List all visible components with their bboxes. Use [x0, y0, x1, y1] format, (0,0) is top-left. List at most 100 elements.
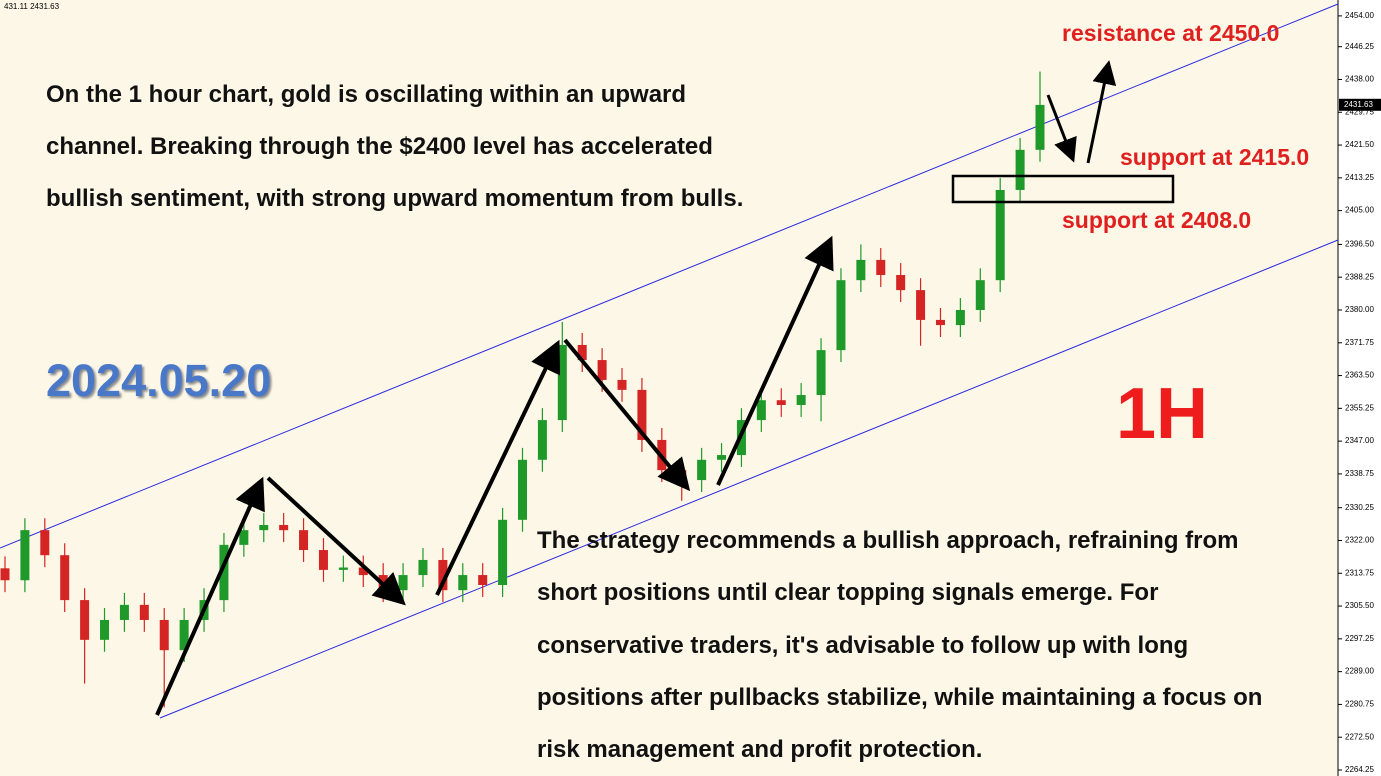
strategy-line: conservative traders, it's advisable to … — [537, 632, 1188, 659]
support-label: support at 2408.0 — [1062, 207, 1251, 233]
intro-line: bullish sentiment, with strong upward mo… — [46, 185, 743, 212]
date-label: 2024.05.20 — [46, 355, 271, 406]
candle-body — [338, 567, 348, 570]
y-tick-label: 2280.75 — [1345, 700, 1374, 709]
y-tick-label: 2380.00 — [1345, 305, 1374, 314]
candle-body — [1015, 149, 1025, 190]
y-tick-label: 2429.75 — [1345, 107, 1374, 116]
candle-body — [776, 400, 786, 405]
candle-body — [159, 619, 169, 651]
candle-body — [358, 567, 368, 576]
candle-body — [119, 604, 129, 620]
y-tick-label: 2289.00 — [1345, 667, 1374, 676]
y-tick-label: 2405.00 — [1345, 206, 1374, 215]
candle-body — [139, 604, 149, 620]
y-tick-label: 2388.25 — [1345, 272, 1374, 281]
y-tick-label: 2371.75 — [1345, 338, 1374, 347]
candle-body — [60, 555, 70, 601]
y-tick-label: 2272.50 — [1345, 732, 1374, 741]
candle-body — [40, 530, 50, 556]
candle-body — [637, 389, 647, 440]
candle-body — [557, 344, 567, 421]
y-tick-label: 2454.00 — [1345, 11, 1374, 20]
candle-body — [80, 600, 90, 640]
candle-body — [299, 530, 309, 551]
candle-body — [219, 544, 229, 601]
intro-line: channel. Breaking through the $2400 leve… — [46, 133, 713, 160]
candle-body — [458, 575, 468, 591]
timeframe-label: 1H — [1116, 374, 1208, 454]
candle-body — [498, 519, 508, 586]
candle-body — [975, 280, 985, 310]
last-price-label: 2431.63 — [1344, 100, 1373, 109]
candle-body — [438, 559, 448, 591]
y-tick-label: 2413.25 — [1345, 173, 1374, 182]
y-tick-label: 2355.25 — [1345, 403, 1374, 412]
y-tick-label: 2297.25 — [1345, 634, 1374, 643]
y-tick-label: 2330.25 — [1345, 503, 1374, 512]
arrow — [1086, 60, 1117, 164]
candle-body — [577, 344, 587, 361]
candle-body — [0, 568, 10, 581]
resistance-label: resistance at 2450.0 — [1062, 20, 1279, 46]
channel-lower — [159, 239, 1339, 719]
strategy-line: short positions until clear topping sign… — [537, 579, 1158, 606]
candle-body — [518, 459, 527, 520]
candle-body — [935, 319, 945, 326]
arrow — [266, 476, 406, 606]
candle-body — [418, 559, 428, 576]
support-zone — [951, 174, 1175, 204]
candle-body — [955, 309, 965, 326]
strategy-line: positions after pullbacks stabilize, whi… — [537, 684, 1262, 711]
candle-body — [20, 530, 30, 581]
y-tick-label: 2347.00 — [1345, 436, 1374, 445]
candle-body — [239, 530, 249, 545]
y-tick-label: 2338.75 — [1345, 469, 1374, 478]
candle-body — [537, 420, 547, 460]
y-tick-label: 2438.00 — [1345, 75, 1374, 84]
y-tick-label: 2446.25 — [1345, 42, 1374, 51]
arrow — [716, 235, 834, 486]
arrow — [1046, 94, 1077, 163]
arrows — [155, 60, 1117, 716]
candle-body — [816, 350, 826, 396]
plot-background — [0, 0, 1338, 776]
arrow — [155, 476, 265, 716]
y-tick-label: 2264.25 — [1345, 765, 1374, 774]
candle-body — [697, 459, 707, 481]
candle-body — [836, 280, 846, 351]
candle-body — [856, 259, 866, 281]
support-label: support at 2415.0 — [1120, 144, 1309, 170]
candle-body — [259, 524, 269, 531]
intro-line: On the 1 hour chart, gold is oscillating… — [46, 81, 686, 108]
last-price-box — [1339, 98, 1381, 111]
channel-upper — [0, 3, 1339, 549]
candle-body — [916, 290, 926, 320]
candle-body — [717, 455, 727, 460]
arrow — [563, 338, 691, 492]
info-text: 431.11 2431.63 — [4, 2, 60, 11]
candle-body — [318, 550, 328, 570]
candle-body — [597, 360, 607, 380]
candle-body — [617, 379, 627, 390]
candle-body — [1035, 104, 1045, 150]
candle-body — [279, 524, 289, 531]
candle-body — [896, 275, 906, 291]
candle-body — [179, 619, 189, 651]
candle-body — [478, 575, 488, 586]
y-tick-label: 2421.50 — [1345, 140, 1374, 149]
candles — [0, 71, 1045, 708]
y-tick-label: 2363.50 — [1345, 371, 1374, 380]
y-tick-label: 2322.00 — [1345, 536, 1374, 545]
candle-body — [995, 189, 1005, 281]
axis-background — [1338, 0, 1381, 776]
strategy-line: risk management and profit protection. — [537, 736, 982, 763]
y-tick-label: 2313.75 — [1345, 568, 1374, 577]
y-tick-label: 2305.50 — [1345, 601, 1374, 610]
arrow — [435, 339, 561, 596]
candle-body — [756, 400, 766, 421]
y-tick-label: 2396.50 — [1345, 240, 1374, 249]
candle-body — [876, 259, 886, 276]
candle-body — [796, 395, 806, 405]
